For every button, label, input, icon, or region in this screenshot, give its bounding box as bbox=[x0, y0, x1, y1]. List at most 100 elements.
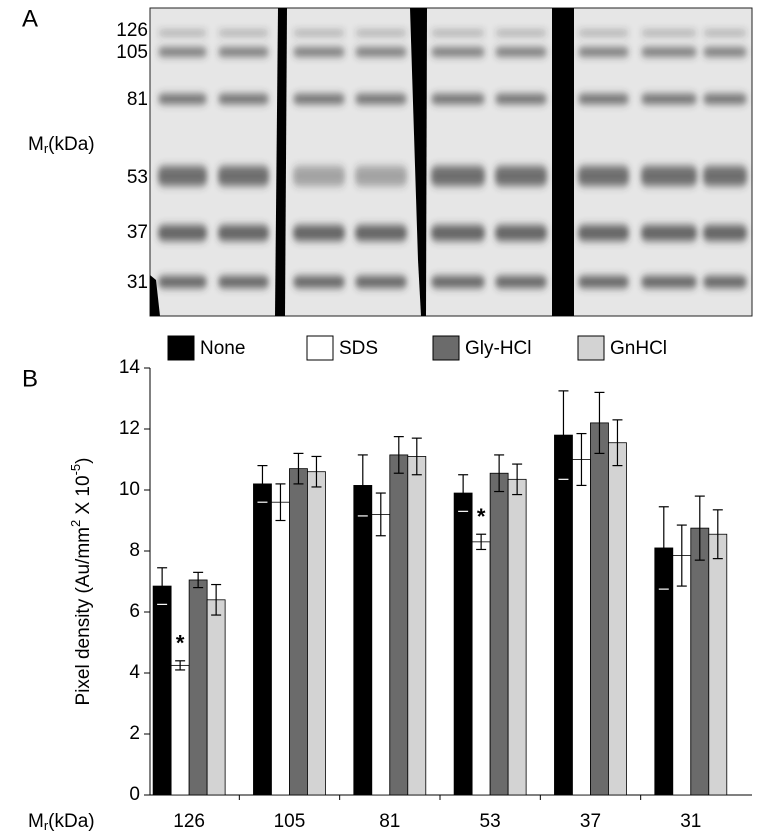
annotation: * bbox=[176, 631, 185, 656]
bar bbox=[206, 599, 226, 796]
x-tick-label: 105 bbox=[274, 811, 306, 832]
x-tick-label: 81 bbox=[379, 811, 400, 832]
gel-band bbox=[293, 47, 345, 57]
legend-label: Gly-HCl bbox=[465, 338, 532, 359]
gel-separator bbox=[150, 275, 160, 316]
error-bar bbox=[694, 495, 705, 561]
y-tick-label: 6 bbox=[129, 601, 140, 622]
gel-band bbox=[703, 225, 747, 241]
panel-label: A bbox=[22, 5, 38, 32]
bar bbox=[170, 664, 190, 796]
gel-band bbox=[293, 166, 345, 186]
error-bar bbox=[658, 506, 669, 590]
gel-band bbox=[578, 276, 629, 288]
gel-band bbox=[355, 31, 407, 35]
bar bbox=[507, 478, 527, 796]
bar bbox=[690, 527, 710, 796]
gel-band bbox=[578, 166, 629, 186]
legend-label: SDS bbox=[339, 338, 378, 359]
error-bar bbox=[612, 419, 623, 467]
gel-band bbox=[293, 276, 345, 288]
bar bbox=[289, 468, 308, 796]
y-tick-label: 10 bbox=[119, 479, 140, 500]
gel-band bbox=[431, 166, 485, 186]
gel-background bbox=[149, 7, 753, 317]
bar bbox=[307, 471, 326, 796]
marker-label: 31 bbox=[127, 272, 148, 293]
error-bar bbox=[157, 567, 168, 605]
gel-band bbox=[158, 31, 207, 35]
bar bbox=[389, 454, 409, 796]
error-bar bbox=[211, 583, 222, 616]
gel-band bbox=[355, 47, 407, 57]
label-sup: 2 bbox=[68, 520, 83, 527]
gel-band bbox=[293, 94, 345, 104]
gel-band bbox=[218, 166, 269, 186]
label-part: ) bbox=[73, 458, 94, 464]
gel-band bbox=[495, 166, 547, 186]
error-bar bbox=[375, 492, 386, 537]
error-bar bbox=[275, 483, 286, 522]
label-part: M bbox=[28, 811, 44, 832]
gel-band bbox=[158, 276, 207, 288]
bar bbox=[471, 541, 491, 796]
y-tick-label: 14 bbox=[119, 357, 141, 378]
gel-band bbox=[641, 166, 697, 186]
bar bbox=[708, 533, 728, 796]
error-bar bbox=[193, 571, 204, 589]
bar bbox=[608, 442, 627, 796]
error-bar bbox=[311, 455, 322, 488]
legend-swatch bbox=[306, 335, 334, 361]
bar bbox=[590, 422, 609, 796]
marker-label: 81 bbox=[127, 89, 148, 110]
gel-band bbox=[641, 31, 697, 35]
bar bbox=[253, 483, 272, 796]
gel-band bbox=[495, 276, 547, 288]
gel-band bbox=[495, 94, 547, 104]
gel-band bbox=[431, 225, 485, 241]
error-bar bbox=[393, 436, 404, 474]
gel-band bbox=[355, 276, 407, 288]
bar bbox=[489, 472, 509, 796]
y-axis-label: Pixel density (Au/mm2 X 10-5) bbox=[68, 458, 94, 706]
marker-label: 37 bbox=[127, 222, 148, 243]
gel-axis-label: Mr(kDa) bbox=[28, 134, 95, 156]
gel-band bbox=[641, 47, 697, 57]
gel-band bbox=[218, 47, 269, 57]
y-tick-label: 4 bbox=[129, 662, 140, 683]
gel-band bbox=[355, 166, 407, 186]
legend-label: None bbox=[200, 338, 245, 359]
error-bar bbox=[411, 437, 422, 476]
gel-band bbox=[703, 166, 747, 186]
gel-band bbox=[641, 225, 697, 241]
bar bbox=[271, 501, 290, 796]
label-sub: r bbox=[44, 818, 49, 833]
gel-band bbox=[578, 31, 629, 35]
bar bbox=[453, 492, 473, 796]
error-bar bbox=[458, 474, 469, 512]
gel-band bbox=[578, 225, 629, 241]
gel-band bbox=[703, 31, 747, 35]
error-bar bbox=[494, 454, 505, 493]
y-tick-label: 8 bbox=[129, 540, 140, 561]
bar bbox=[353, 485, 373, 796]
gel-band bbox=[218, 225, 269, 241]
gel-band bbox=[218, 276, 269, 288]
gel-band bbox=[158, 47, 207, 57]
x-tick-label: 31 bbox=[680, 811, 701, 832]
bar-chart: B None SDS Gly-HCl GnHCl 0 2 4 6 8 10 12 14 Pixel den… bbox=[22, 335, 752, 833]
bar bbox=[407, 456, 427, 796]
legend-label: GnHCl bbox=[610, 338, 667, 359]
annotation: * bbox=[477, 504, 486, 529]
gel-band bbox=[218, 94, 269, 104]
gel-separator bbox=[552, 8, 574, 316]
gel-band bbox=[293, 225, 345, 241]
error-bar bbox=[558, 390, 569, 480]
gel-band bbox=[293, 31, 345, 35]
x-tick-label: 37 bbox=[580, 811, 601, 832]
error-bar bbox=[293, 452, 304, 485]
bar bbox=[188, 579, 208, 796]
error-bar bbox=[357, 454, 368, 517]
label-sup: -5 bbox=[68, 464, 83, 476]
